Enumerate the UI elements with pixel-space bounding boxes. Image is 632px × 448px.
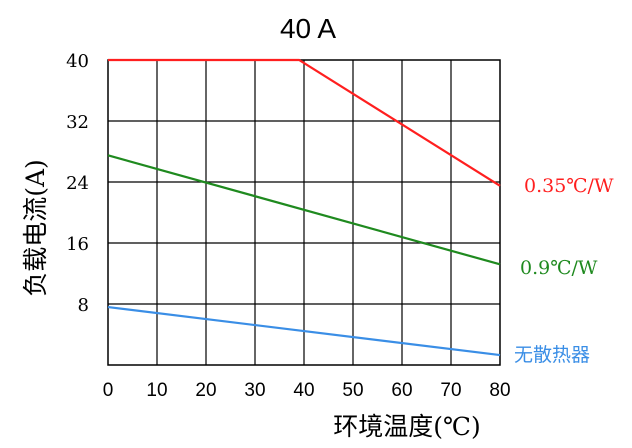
x-tick-label-5: 50 bbox=[342, 380, 363, 401]
x-tick-label-0: 0 bbox=[103, 380, 114, 401]
tick-layer: 0 10 20 30 40 50 60 70 80 8 16 24 32 40 bbox=[66, 51, 510, 401]
x-tick-label-2: 20 bbox=[195, 380, 216, 401]
x-tick-label-3: 30 bbox=[244, 380, 265, 401]
legend-label-2: 无散热器 bbox=[514, 344, 590, 366]
legend-layer: 0.35℃/W 0.9℃/W 无散热器 bbox=[514, 175, 614, 366]
grid-layer bbox=[107, 59, 501, 366]
x-tick-label-7: 70 bbox=[440, 380, 461, 401]
series-layer bbox=[107, 58, 501, 357]
y-tick-label-1: 16 bbox=[66, 234, 89, 255]
y-tick-label-2: 24 bbox=[66, 173, 89, 194]
legend-label-1: 0.9℃/W bbox=[520, 257, 598, 279]
y-tick-label-4: 40 bbox=[66, 51, 89, 72]
y-tick-label-3: 32 bbox=[66, 112, 89, 133]
y-axis-label: 负载电流(A) bbox=[21, 159, 50, 297]
series-line-0 bbox=[108, 58, 501, 187]
x-tick-label-4: 40 bbox=[293, 380, 314, 401]
x-tick-label-1: 10 bbox=[146, 380, 167, 401]
x-tick-label-8: 80 bbox=[489, 380, 510, 401]
y-tick-label-0: 8 bbox=[78, 295, 89, 316]
series-line-2 bbox=[107, 305, 501, 357]
legend-label-0: 0.35℃/W bbox=[524, 175, 614, 197]
series-line-1 bbox=[107, 154, 501, 266]
x-axis-label: 环境温度(℃) bbox=[333, 412, 480, 441]
chart-title: 40 A bbox=[280, 13, 336, 44]
x-tick-label-6: 60 bbox=[391, 380, 412, 401]
